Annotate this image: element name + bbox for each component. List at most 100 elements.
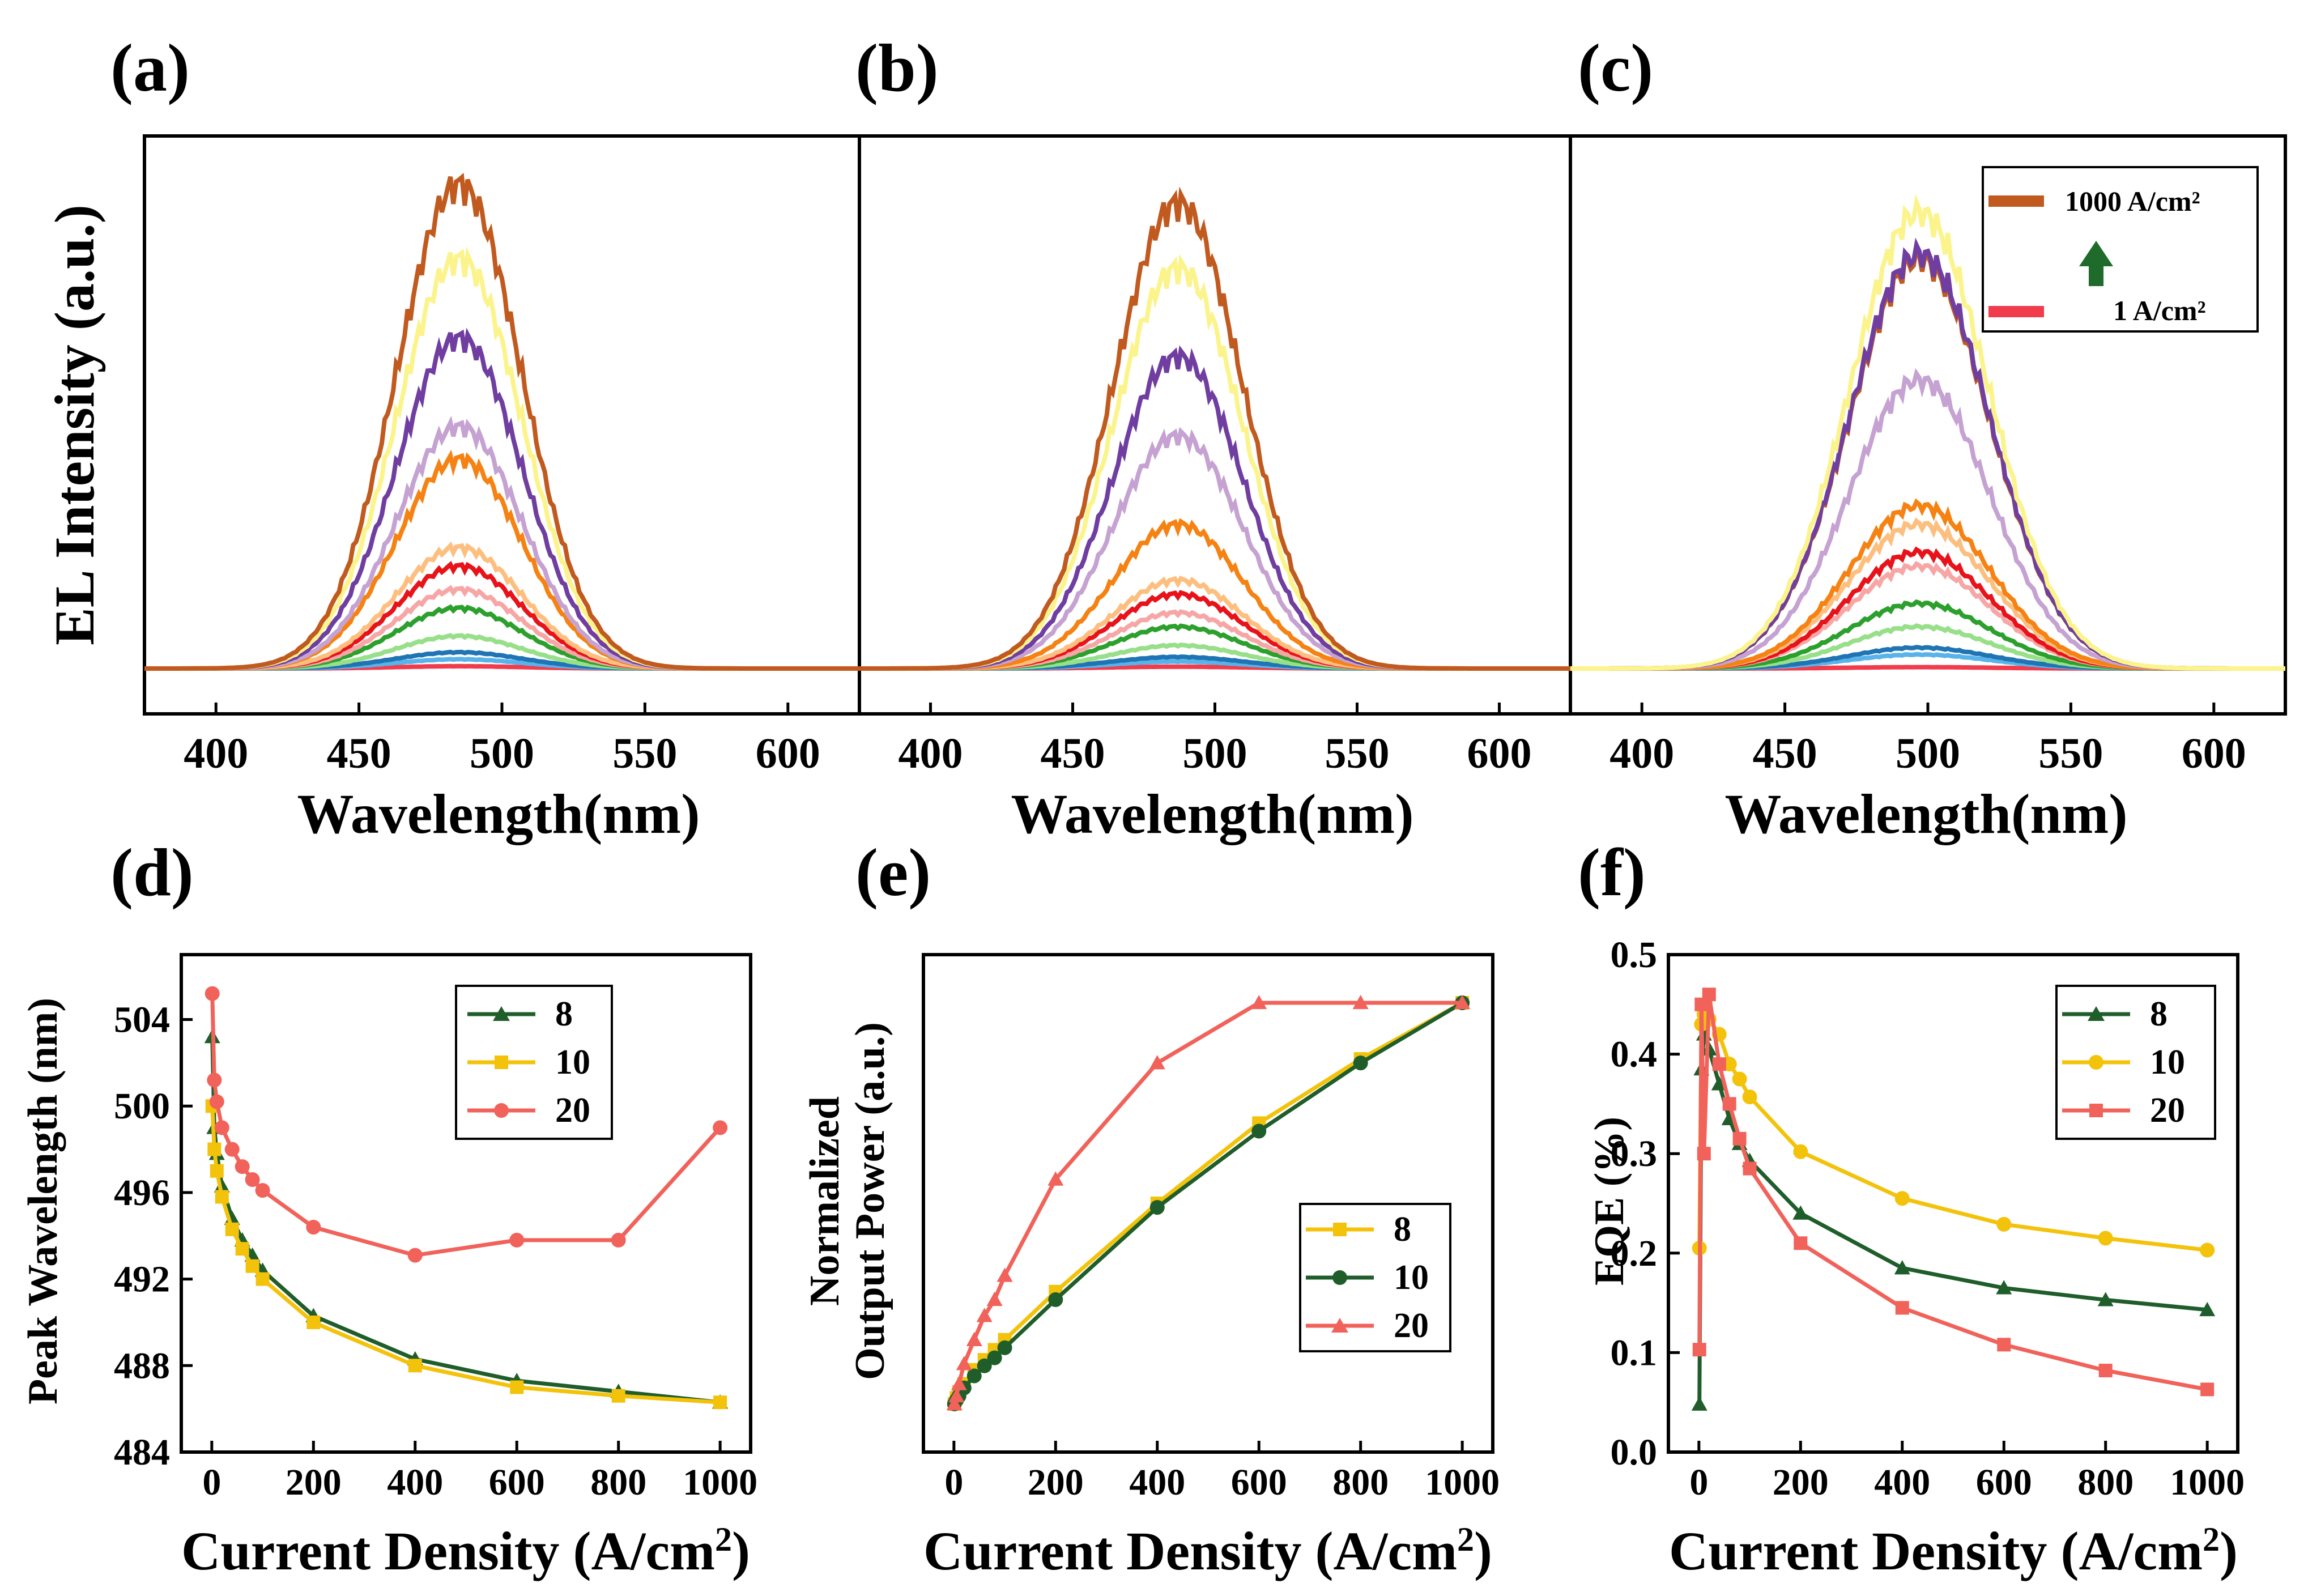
x-axis-label-e-main: Current Density (A/cm — [923, 1521, 1457, 1581]
panel-label-f: (f) — [1578, 835, 1646, 910]
spectra-a — [144, 172, 859, 671]
point-f-20-100 — [1743, 1161, 1757, 1176]
x-tick-label-b-550: 550 — [1325, 730, 1390, 777]
spectrum-b-100 — [859, 576, 1570, 671]
x-tick-label-c-400: 400 — [1609, 730, 1674, 777]
x-tick-label-a-450: 450 — [327, 730, 391, 777]
x-tick-label-f-1000: 1000 — [2170, 1462, 2245, 1503]
spectrum-c-200 — [1570, 498, 2285, 671]
point-f-20-600 — [1997, 1338, 2011, 1352]
point-d-20-60 — [235, 1159, 250, 1174]
point-e-20-600 — [1251, 994, 1267, 1010]
y-tick-label-f-0.1: 0.1 — [1611, 1332, 1658, 1373]
point-d-20-800 — [611, 1232, 626, 1248]
x-axis-label-f-sup: 2 — [2203, 1521, 2220, 1558]
legend-marker-e-8 — [1333, 1223, 1347, 1236]
point-d-10-40 — [225, 1222, 239, 1236]
y-axis-label-f: EQE (%) — [1586, 1117, 1633, 1286]
x-tick-label-c-450: 450 — [1753, 730, 1817, 777]
point-e-10-100 — [997, 1340, 1012, 1355]
x-tick-label-e-600: 600 — [1231, 1462, 1287, 1503]
series-e — [946, 994, 1471, 1412]
point-f-8-600 — [1996, 1280, 2012, 1295]
point-f-8-200 — [1792, 1205, 1809, 1220]
panel-label-c: (c) — [1578, 30, 1653, 105]
series-d — [204, 986, 729, 1410]
spectrum-a-80 — [144, 561, 859, 671]
point-f-8-1 — [1691, 1396, 1707, 1411]
y-axis-label-d: Peak Wavelength (nm) — [20, 998, 66, 1405]
legend-label-e-8: 8 — [1394, 1210, 1411, 1249]
x-tick-label-e-800: 800 — [1332, 1462, 1389, 1503]
point-e-20-200 — [1047, 1171, 1064, 1186]
x-tick-label-c-600: 600 — [2182, 730, 2246, 777]
x-axis-label-f-end: ) — [2220, 1521, 2238, 1581]
point-d-8-20 — [214, 1178, 230, 1193]
axes-d: 0 200 400 600 800 1000 484 488 492 496 500 504 — [114, 999, 757, 1503]
point-d-20-600 — [509, 1232, 525, 1248]
point-e-20-60 — [976, 1308, 993, 1322]
y-tick-label-f-0.5: 0.5 — [1611, 934, 1658, 976]
x-tick-label-b-450: 450 — [1041, 730, 1105, 777]
legend-e: 8 10 20 — [1299, 1203, 1451, 1352]
spectrum-a-20 — [144, 633, 859, 671]
point-e-20-100 — [997, 1267, 1013, 1282]
x-tick-label-a-600: 600 — [756, 730, 820, 777]
point-e-20-80 — [986, 1291, 1003, 1306]
point-e-10-600 — [1251, 1123, 1267, 1139]
point-d-20-1000 — [713, 1120, 728, 1135]
x-axis-label-f: Current Density (A/cm2) — [1669, 1521, 2238, 1581]
y-tick-label-d-504: 504 — [114, 999, 170, 1041]
legend-label-high: 1000 A/cm² — [2065, 185, 2200, 217]
point-e-20-20 — [956, 1356, 972, 1371]
x-axis-label-e-sup: 2 — [1457, 1521, 1474, 1558]
point-d-20-100 — [255, 1183, 270, 1198]
point-e-20-10 — [951, 1376, 967, 1390]
point-e-20-1000 — [1454, 994, 1471, 1010]
x-tick-label-f-800: 800 — [2077, 1462, 2134, 1503]
x-tick-label-e-1000: 1000 — [1425, 1462, 1500, 1503]
legend-label-d-10: 10 — [555, 1043, 590, 1082]
point-d-20-40 — [224, 1142, 240, 1157]
y-tick-label-f-0.2: 0.2 — [1611, 1233, 1658, 1274]
y-axis-label-e-line1: Normalized — [802, 1096, 848, 1306]
point-d-10-80 — [245, 1259, 259, 1273]
x-tick-label-e-200: 200 — [1028, 1462, 1084, 1503]
spectrum-a-400 — [144, 415, 859, 671]
point-d-10-10 — [210, 1164, 224, 1178]
point-d-10-60 — [235, 1242, 249, 1256]
x-tick-label-c-500: 500 — [1896, 730, 1960, 777]
spectrum-c-40 — [1570, 599, 2285, 671]
x-axis-label-d-main: Current Density (A/cm — [181, 1521, 715, 1581]
point-f-20-200 — [1794, 1236, 1808, 1250]
point-f-8-1000 — [2199, 1301, 2216, 1317]
point-e-10-40 — [966, 1368, 982, 1384]
x-tick-label-f-600: 600 — [1976, 1462, 2032, 1503]
legend-marker-f-20 — [2089, 1104, 2103, 1117]
legend-d: 8 10 20 — [455, 985, 613, 1140]
legend-label-e-10: 10 — [1394, 1258, 1429, 1297]
legend-box-c — [1982, 166, 2259, 333]
x-axis-label-d: Current Density (A/cm2) — [181, 1521, 750, 1581]
frame-d — [180, 953, 752, 1454]
series-line-d-10 — [210, 1106, 721, 1405]
point-d-20-200 — [306, 1219, 321, 1235]
x-axis-label-d-sup: 2 — [715, 1521, 732, 1558]
x-tick-label-d-1000: 1000 — [683, 1462, 757, 1503]
point-d-10-800 — [611, 1389, 625, 1403]
point-d-10-20 — [215, 1190, 229, 1204]
x-tick-label-d-800: 800 — [590, 1462, 646, 1503]
point-f-20-20 — [1702, 988, 1716, 1002]
point-f-10-100 — [1742, 1089, 1757, 1105]
legend-marker-d-8 — [493, 1006, 510, 1021]
point-f-10-80 — [1732, 1071, 1747, 1087]
frame-a — [143, 134, 861, 716]
point-f-20-80 — [1732, 1131, 1747, 1146]
frame-f — [1667, 953, 2239, 1454]
point-e-20-800 — [1352, 994, 1369, 1010]
x-axis-label-a: Wavelength(nm) — [297, 782, 700, 845]
x-tick-label-b-600: 600 — [1467, 730, 1532, 777]
x-axis-label-d-end: ) — [732, 1521, 750, 1581]
x-tick-label-d-0: 0 — [202, 1462, 221, 1503]
spectra-c — [1570, 194, 2285, 671]
